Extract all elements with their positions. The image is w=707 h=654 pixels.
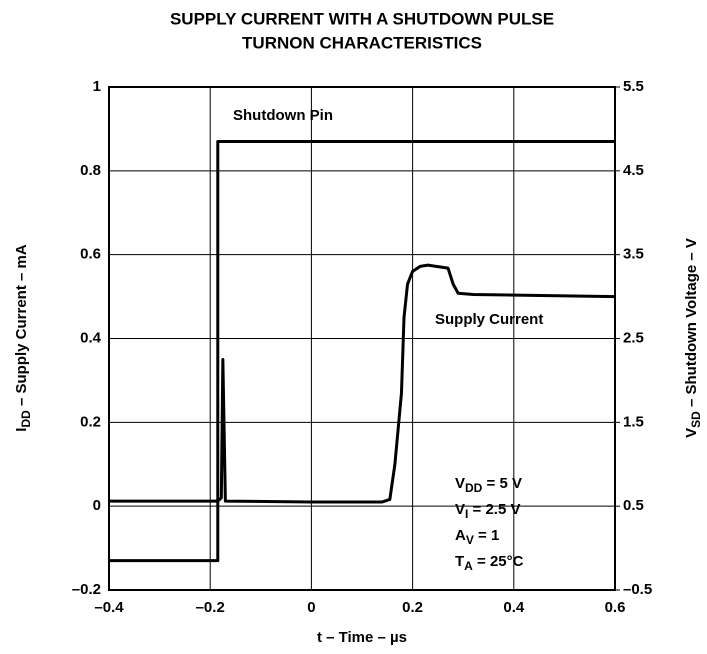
- condition: VDD = 5 V: [455, 475, 522, 495]
- y2-axis-label: VSD – Shutdown Voltage – V: [683, 238, 703, 438]
- y-tick-label: 0.6: [80, 246, 101, 263]
- series-label: Shutdown Pin: [233, 107, 333, 124]
- x-tick-label: 0: [307, 599, 315, 616]
- condition: AV = 1: [455, 527, 499, 547]
- y2-label-sub: SD: [689, 411, 703, 428]
- condition-part: T: [455, 553, 464, 570]
- condition-part: A: [455, 527, 466, 544]
- y2-tick-label: 5.5: [623, 78, 644, 95]
- y-label-part: – Supply Current – mA: [13, 244, 30, 410]
- condition: VI = 2.5 V: [455, 501, 520, 521]
- x-tick-label: 0.2: [402, 599, 423, 616]
- condition-part: = 5 V: [482, 475, 522, 492]
- condition-part: V: [455, 501, 465, 518]
- plot-frame: [108, 86, 616, 591]
- y2-tick-label: –0.5: [623, 581, 652, 598]
- y2-tick-label: 3.5: [623, 246, 644, 263]
- y2-tick-label: 1.5: [623, 413, 644, 430]
- y-label-sub: DD: [19, 410, 33, 428]
- condition-part: = 25°C: [473, 553, 524, 570]
- x-tick-label: –0.4: [94, 599, 124, 616]
- x-tick-label: 0.6: [605, 599, 626, 616]
- condition: TA = 25°C: [455, 553, 524, 573]
- condition-part: = 1: [474, 527, 499, 544]
- y2-tick-label: 2.5: [623, 329, 644, 346]
- y2-label-part: V: [683, 428, 700, 438]
- condition-sub: DD: [465, 481, 483, 495]
- series-label: Supply Current: [435, 311, 543, 328]
- condition-sub: V: [466, 533, 474, 547]
- y-tick-label: –0.2: [72, 581, 101, 598]
- y2-tick-label: 4.5: [623, 162, 644, 179]
- y-axis-label: IDD – Supply Current – mA: [13, 244, 33, 432]
- condition-part: V: [455, 475, 465, 492]
- series-line: [109, 263, 616, 504]
- y-label-part: I: [13, 428, 30, 432]
- condition-sub: A: [464, 559, 473, 573]
- y-tick-label: 0.4: [80, 329, 102, 346]
- y2-label-part: – Shutdown Voltage – V: [683, 238, 700, 411]
- y-tick-label: 0.8: [80, 162, 101, 179]
- y-tick-label: 0.2: [80, 413, 101, 430]
- condition-part: = 2.5 V: [468, 501, 520, 518]
- x-tick-label: –0.2: [196, 599, 225, 616]
- y2-tick-label: 0.5: [623, 497, 644, 514]
- series-line: [109, 139, 615, 563]
- chart-title: SUPPLY CURRENT WITH A SHUTDOWN PULSE: [170, 9, 554, 28]
- y-tick-label: 1: [93, 78, 101, 95]
- chart-title: TURNON CHARACTERISTICS: [242, 33, 482, 52]
- x-axis-label: t – Time – µs: [317, 629, 407, 646]
- x-tick-label: 0.4: [503, 599, 525, 616]
- condition-sub: I: [465, 507, 468, 521]
- y-tick-label: 0: [93, 497, 101, 514]
